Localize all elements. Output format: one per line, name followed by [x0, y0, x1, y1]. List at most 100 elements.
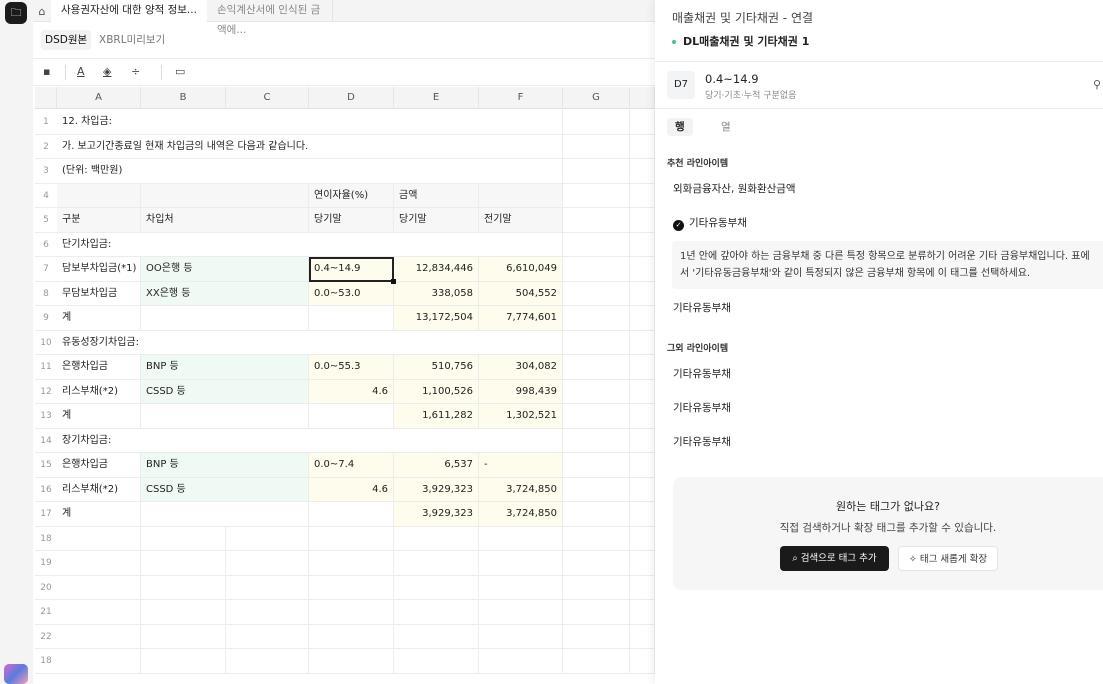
cell[interactable] — [630, 600, 655, 625]
cell-e[interactable]: 12,834,446 — [394, 257, 479, 282]
recommended-item-selected[interactable]: ✓ 기타유동부채 — [673, 215, 747, 231]
cell-d[interactable]: 연이자율(%) — [309, 183, 394, 208]
cell-f[interactable] — [479, 526, 563, 551]
tab-inactive[interactable]: 손익계산서에 인식된 금액에... — [207, 0, 333, 36]
cell[interactable] — [394, 624, 479, 649]
cell-f[interactable]: 1,302,521 — [479, 404, 563, 429]
other-item[interactable]: 기타유동부채 — [673, 402, 731, 414]
cell-f[interactable] — [479, 232, 563, 257]
cell-b[interactable]: CSSD 등 — [141, 477, 309, 502]
cell-f[interactable]: 304,082 — [479, 355, 563, 380]
cell[interactable] — [630, 208, 655, 233]
cell-a[interactable]: 가. 보고기간종료일 현재 차입금의 내역은 다음과 같습니다. — [57, 135, 479, 159]
cell[interactable] — [394, 551, 479, 576]
cell[interactable] — [394, 575, 479, 600]
cell-f[interactable] — [479, 183, 563, 208]
cell[interactable] — [57, 600, 141, 625]
cell-e[interactable]: 510,756 — [394, 355, 479, 380]
extend-tag-button[interactable]: ✧ 태그 새롭게 확장 — [898, 546, 998, 571]
row-number[interactable]: 21 — [35, 600, 57, 625]
cell[interactable] — [226, 649, 309, 674]
cell[interactable] — [630, 134, 655, 159]
fill-handle[interactable] — [391, 278, 396, 284]
cell-a[interactable]: 은행차입금 — [57, 453, 141, 478]
cell-g[interactable] — [563, 575, 630, 600]
cell[interactable] — [630, 379, 655, 404]
cell[interactable] — [309, 526, 394, 551]
cell[interactable] — [630, 575, 655, 600]
cell-b[interactable] — [141, 183, 309, 208]
cell-g[interactable] — [563, 428, 630, 453]
cell-f[interactable]: 3,724,850 — [479, 477, 563, 502]
cell-f[interactable]: 998,439 — [479, 379, 563, 404]
cell-f[interactable]: 504,552 — [479, 281, 563, 306]
cell-f[interactable] — [479, 575, 563, 600]
tab-xbrl-preview[interactable]: XBRL미리보기 — [99, 34, 166, 46]
cell-f[interactable] — [479, 134, 563, 159]
cell[interactable] — [630, 404, 655, 429]
folder-icon[interactable]: 🗀 — [5, 2, 27, 24]
cell-g[interactable] — [563, 355, 630, 380]
cell-a[interactable]: 구분 — [57, 208, 141, 233]
column-header-a[interactable]: A — [57, 87, 141, 109]
cell[interactable] — [309, 575, 394, 600]
cell-f[interactable] — [479, 159, 563, 184]
cell-f[interactable] — [479, 600, 563, 625]
cell-g[interactable] — [563, 502, 630, 527]
cell-d[interactable]: 0.0~7.4 — [309, 453, 394, 478]
column-header-b[interactable]: B — [141, 87, 226, 109]
cell-a[interactable]: 리스부채(*2) — [57, 379, 141, 404]
cell[interactable] — [57, 526, 141, 551]
cell-f[interactable]: 전기말 — [479, 208, 563, 233]
cell-g[interactable] — [563, 306, 630, 331]
cell-a[interactable] — [57, 183, 141, 208]
cell[interactable] — [309, 649, 394, 674]
cell-f[interactable]: 3,724,850 — [479, 502, 563, 527]
cell[interactable] — [630, 257, 655, 282]
cell[interactable] — [226, 551, 309, 576]
cell-f[interactable] — [479, 649, 563, 674]
cell[interactable] — [630, 453, 655, 478]
cell[interactable] — [630, 330, 655, 355]
cell[interactable] — [630, 526, 655, 551]
column-header-c[interactable]: C — [226, 87, 309, 109]
other-item[interactable]: 기타유동부채 — [673, 368, 731, 380]
cell[interactable] — [394, 600, 479, 625]
recommended-item[interactable]: 외화금융자산, 원화환산금액 — [673, 183, 796, 195]
row-number[interactable]: 8 — [35, 282, 57, 306]
cell-f[interactable] — [479, 624, 563, 649]
recommended-item[interactable]: 기타유동부채 — [673, 302, 731, 314]
cell-a[interactable]: 은행차입금 — [57, 355, 141, 380]
cell-d[interactable]: 0.0~53.0 — [309, 281, 394, 306]
cell[interactable] — [630, 624, 655, 649]
cell-d[interactable] — [309, 404, 394, 429]
split-icon[interactable]: ÷ — [131, 65, 141, 78]
cell-a[interactable]: 담보부차입금(*1) — [57, 257, 141, 282]
cell-e[interactable]: 1,100,526 — [394, 379, 479, 404]
cell[interactable] — [57, 649, 141, 674]
save-icon[interactable]: ▪ — [43, 65, 51, 78]
cell-g[interactable] — [563, 600, 630, 625]
fill-color-icon[interactable]: ◈ — [103, 65, 112, 78]
cell[interactable] — [141, 526, 226, 551]
cell[interactable] — [630, 110, 655, 135]
cell-a[interactable]: 12. 차입금: — [57, 110, 479, 135]
column-header[interactable] — [630, 87, 655, 109]
tab-column[interactable]: 열 — [721, 121, 731, 133]
cell-f[interactable] — [479, 551, 563, 576]
cell[interactable] — [394, 526, 479, 551]
other-item[interactable]: 기타유동부채 — [673, 436, 731, 448]
cell[interactable] — [141, 649, 226, 674]
tab-active[interactable]: 사용권자산에 대한 양적 정보... — [51, 0, 207, 22]
cell-f[interactable]: - — [479, 453, 563, 478]
cell-f[interactable] — [479, 330, 563, 355]
cell-a[interactable]: 유동성장기차입금: — [57, 331, 479, 355]
cell-d[interactable] — [309, 306, 394, 331]
cell-d[interactable]: 4.6 — [309, 477, 394, 502]
cell-g[interactable] — [563, 649, 630, 674]
cell[interactable] — [226, 600, 309, 625]
cell[interactable] — [630, 281, 655, 306]
cell[interactable] — [141, 624, 226, 649]
cell-a[interactable]: 계 — [57, 306, 141, 331]
cell-e[interactable]: 338,058 — [394, 281, 479, 306]
